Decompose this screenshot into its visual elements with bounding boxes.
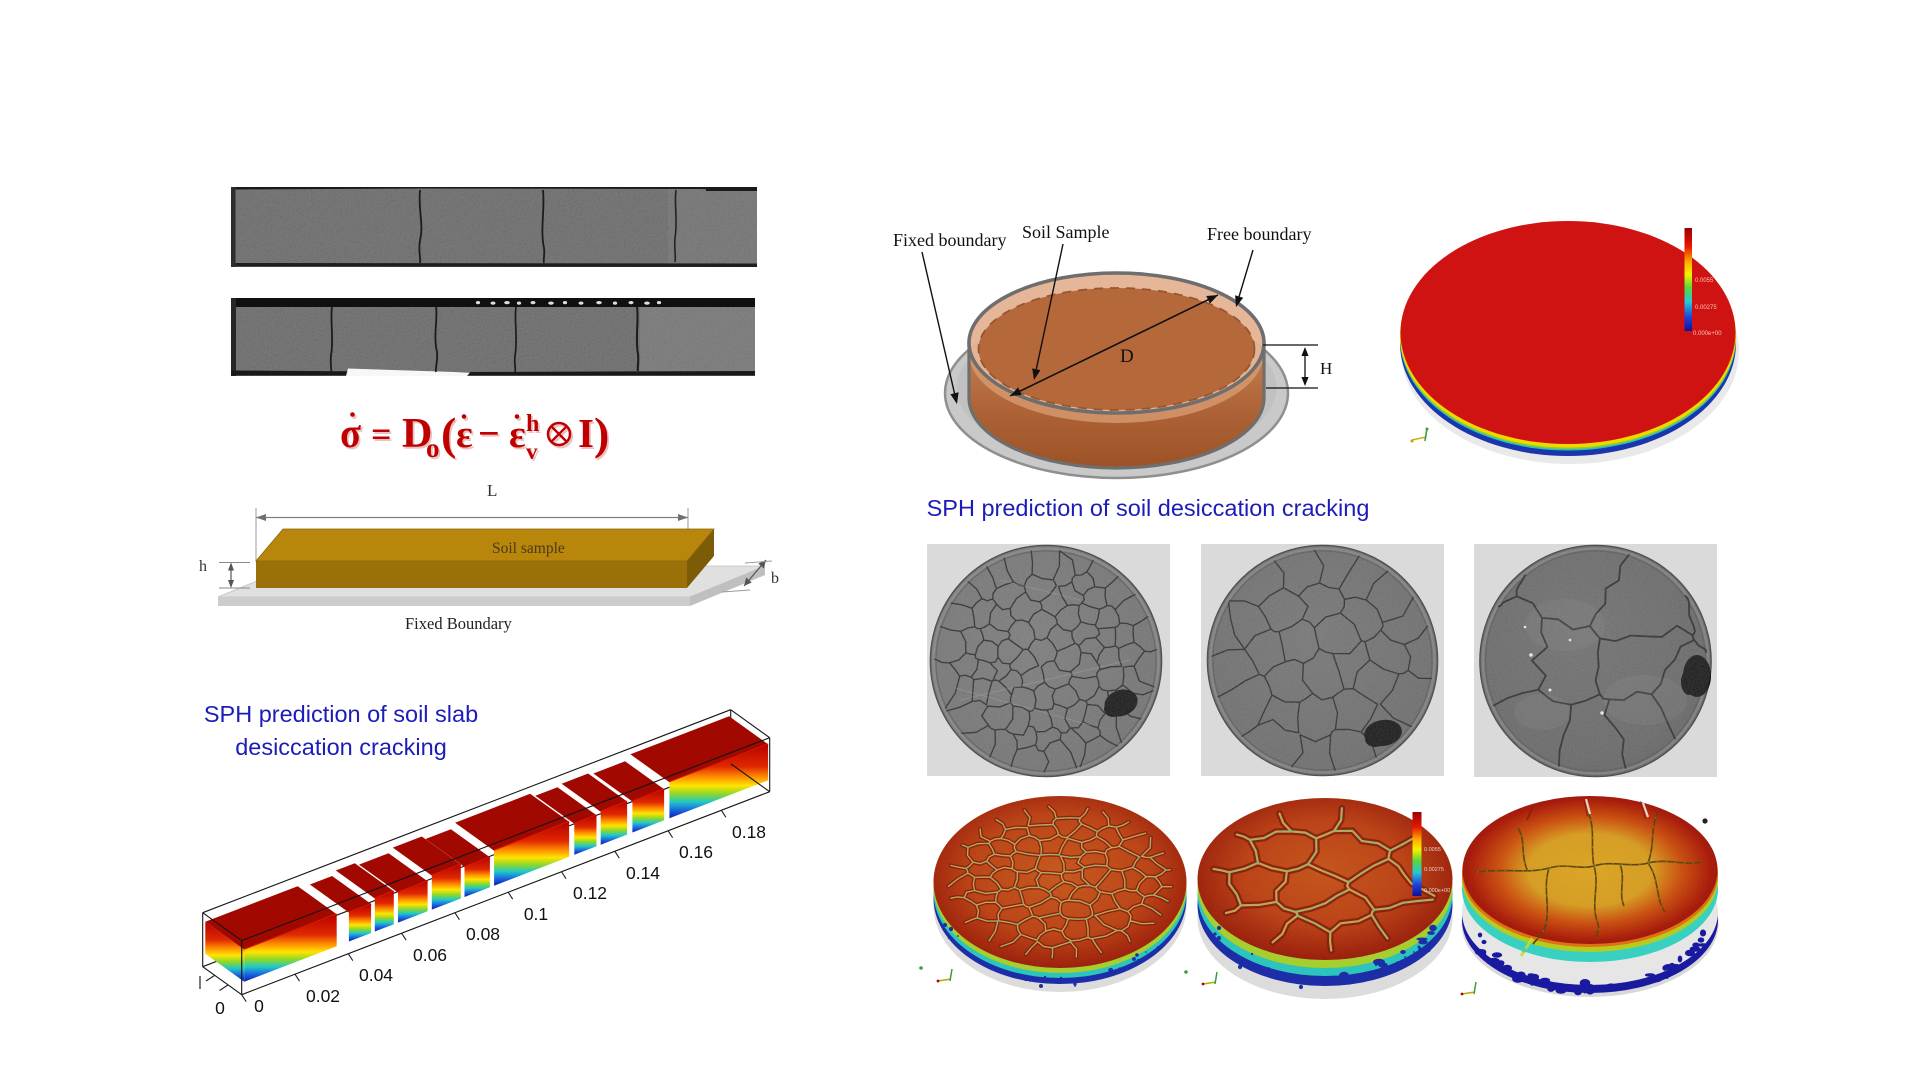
svg-text:h: h xyxy=(199,558,207,575)
svg-text:I: I xyxy=(578,410,594,456)
svg-text:0.04: 0.04 xyxy=(359,965,393,985)
svg-text:ε: ε xyxy=(509,413,526,456)
svg-text:0.00275: 0.00275 xyxy=(1424,867,1444,873)
svg-text:0.000e+00: 0.000e+00 xyxy=(1424,888,1450,894)
svg-text:D: D xyxy=(1120,346,1134,367)
svg-text:h: h xyxy=(526,411,539,437)
svg-text:): ) xyxy=(596,410,611,461)
svg-text:0.000e+00: 0.000e+00 xyxy=(1693,331,1722,337)
svg-text:b: b xyxy=(771,570,779,587)
svg-text:D: D xyxy=(404,413,434,459)
svg-text:o: o xyxy=(426,433,440,463)
svg-text:desiccation cracking: desiccation cracking xyxy=(235,734,447,760)
svg-text:ε: ε xyxy=(511,415,528,458)
svg-text:0.18: 0.18 xyxy=(732,822,766,842)
svg-text:0.08: 0.08 xyxy=(466,924,500,944)
svg-text:v: v xyxy=(526,439,538,464)
svg-text:0.00275: 0.00275 xyxy=(1695,305,1717,311)
svg-text:ε: ε xyxy=(458,415,475,458)
svg-text:σ: σ xyxy=(340,411,361,457)
svg-text:0.16: 0.16 xyxy=(679,842,713,862)
svg-text:0.14: 0.14 xyxy=(626,863,660,883)
svg-text:SPH prediction of soil desicca: SPH prediction of soil desiccation crack… xyxy=(927,495,1370,521)
svg-text:(: ( xyxy=(441,408,456,459)
svg-text:(: ( xyxy=(443,410,458,461)
svg-text:0.0055: 0.0055 xyxy=(1695,278,1714,284)
svg-text:): ) xyxy=(594,408,609,459)
svg-text:0: 0 xyxy=(215,998,225,1018)
svg-text:Fixed Boundary: Fixed Boundary xyxy=(405,614,513,633)
svg-text:−: − xyxy=(478,413,500,455)
svg-text:0.0055: 0.0055 xyxy=(1424,847,1441,853)
svg-text:h: h xyxy=(528,413,541,439)
svg-text:o: o xyxy=(428,435,442,465)
svg-text:H: H xyxy=(1320,359,1332,378)
svg-text:=: = xyxy=(373,416,394,456)
svg-text:0.1: 0.1 xyxy=(524,904,548,924)
svg-text:SPH prediction of soil slab: SPH prediction of soil slab xyxy=(204,701,478,727)
svg-text:ε: ε xyxy=(456,413,473,456)
svg-text:0.12: 0.12 xyxy=(573,883,607,903)
svg-text:Fixed boundary: Fixed boundary xyxy=(893,230,1006,250)
svg-text:0: 0 xyxy=(254,996,264,1016)
svg-text:I: I xyxy=(580,412,596,458)
svg-text:Free boundary: Free boundary xyxy=(1207,224,1311,244)
svg-text:0.02: 0.02 xyxy=(306,986,340,1006)
svg-text:Soil sample: Soil sample xyxy=(492,540,565,557)
svg-text:L: L xyxy=(487,481,497,500)
svg-text:=: = xyxy=(371,414,392,454)
svg-text:0.06: 0.06 xyxy=(413,945,447,965)
svg-text:σ: σ xyxy=(342,413,363,459)
svg-text:v: v xyxy=(528,441,540,466)
svg-text:−: − xyxy=(480,415,502,457)
svg-text:D: D xyxy=(402,411,432,457)
svg-text:Soil Sample: Soil Sample xyxy=(1022,222,1110,242)
